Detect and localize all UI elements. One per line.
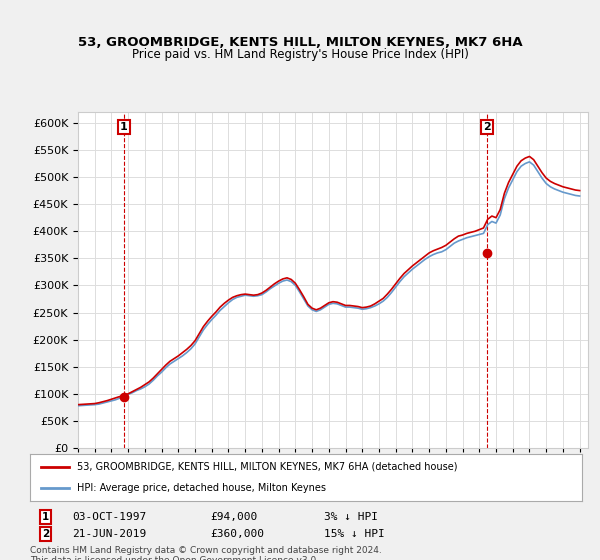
Text: 53, GROOMBRIDGE, KENTS HILL, MILTON KEYNES, MK7 6HA: 53, GROOMBRIDGE, KENTS HILL, MILTON KEYN… xyxy=(77,36,523,49)
Text: 1: 1 xyxy=(42,512,49,522)
Text: 1: 1 xyxy=(120,122,128,132)
Text: £94,000: £94,000 xyxy=(210,512,257,522)
Text: 2: 2 xyxy=(483,122,491,132)
Text: 15% ↓ HPI: 15% ↓ HPI xyxy=(324,529,385,539)
Text: HPI: Average price, detached house, Milton Keynes: HPI: Average price, detached house, Milt… xyxy=(77,483,326,493)
Text: Price paid vs. HM Land Registry's House Price Index (HPI): Price paid vs. HM Land Registry's House … xyxy=(131,48,469,60)
Text: 53, GROOMBRIDGE, KENTS HILL, MILTON KEYNES, MK7 6HA (detached house): 53, GROOMBRIDGE, KENTS HILL, MILTON KEYN… xyxy=(77,462,457,472)
Text: Contains HM Land Registry data © Crown copyright and database right 2024.
This d: Contains HM Land Registry data © Crown c… xyxy=(30,546,382,560)
Text: 03-OCT-1997: 03-OCT-1997 xyxy=(72,512,146,522)
Text: £360,000: £360,000 xyxy=(210,529,264,539)
Text: 2: 2 xyxy=(42,529,49,539)
Text: 21-JUN-2019: 21-JUN-2019 xyxy=(72,529,146,539)
Text: 3% ↓ HPI: 3% ↓ HPI xyxy=(324,512,378,522)
